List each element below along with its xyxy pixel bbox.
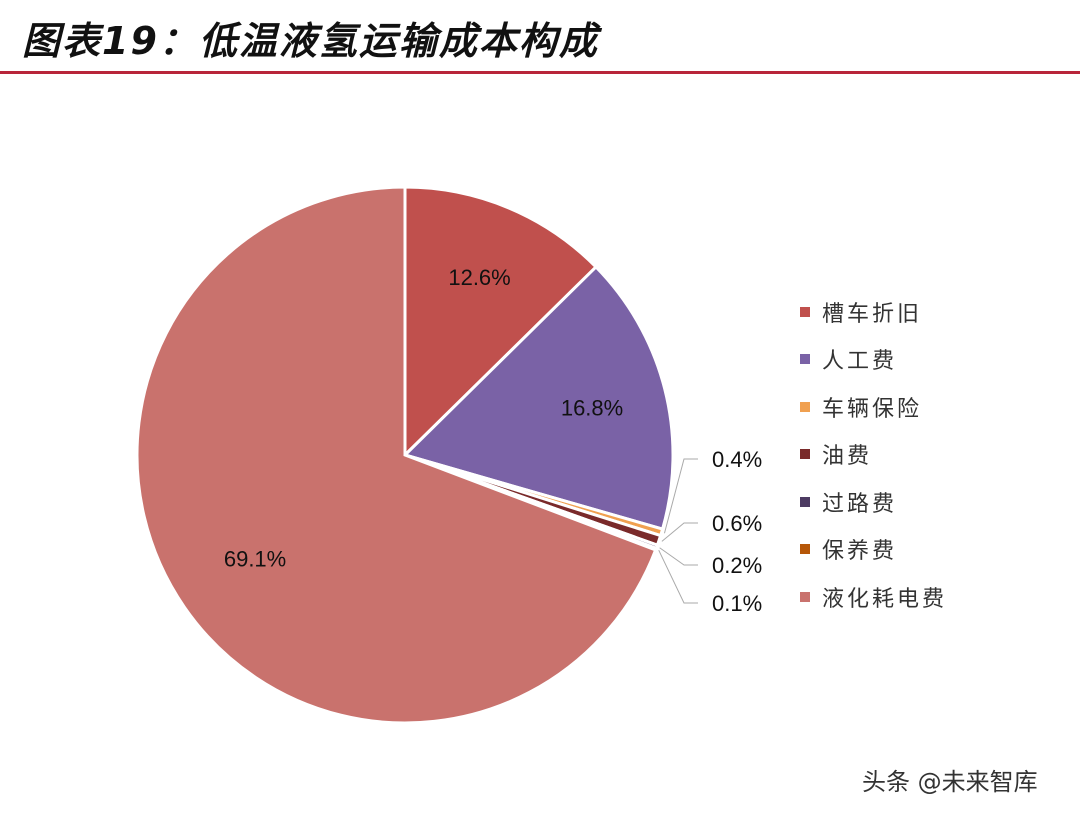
legend-label: 过路费 — [822, 491, 898, 517]
pie-slice-7 — [135, 185, 658, 725]
legend-label: 人工费 — [822, 349, 898, 375]
leader-line — [661, 522, 698, 542]
leader-line — [658, 549, 698, 604]
legend-label: 车辆保险 — [822, 396, 923, 422]
legend-swatch — [800, 449, 810, 460]
data-label: 0.4% — [712, 447, 762, 472]
legend-item: 人工费 — [800, 336, 947, 384]
data-label: 0.1% — [712, 591, 762, 616]
data-label: 69.1% — [224, 547, 286, 572]
legend-item: 保养费 — [800, 526, 947, 574]
legend-item: 车辆保险 — [800, 383, 947, 431]
pie-slice-1 — [403, 185, 599, 459]
legend-item: 油费 — [800, 431, 947, 479]
data-label: 0.6% — [712, 511, 762, 536]
legend-item: 过路费 — [800, 478, 947, 526]
pie-slice-2 — [402, 264, 675, 531]
legend-item: 槽车折旧 — [800, 288, 947, 336]
legend-label: 油费 — [822, 444, 873, 470]
watermark: 头条 @未来智库 — [862, 768, 1038, 796]
legend-label: 保养费 — [822, 539, 898, 565]
chart-title: 图表19：低温液氢运输成本构成 — [22, 19, 599, 63]
legend: 槽车折旧人工费车辆保险油费过路费保养费液化耗电费 — [800, 288, 947, 621]
leader-line — [659, 547, 698, 566]
data-label: 0.2% — [712, 553, 762, 578]
legend-swatch — [800, 354, 810, 365]
leader-line — [663, 458, 698, 534]
legend-swatch — [800, 496, 810, 507]
legend-label: 液化耗电费 — [822, 586, 948, 612]
legend-swatch — [800, 401, 810, 412]
legend-label: 槽车折旧 — [822, 301, 923, 327]
data-label: 12.6% — [448, 265, 510, 290]
legend-item: 液化耗电费 — [800, 573, 947, 621]
legend-swatch — [800, 306, 810, 317]
legend-swatch — [800, 591, 810, 602]
title-divider — [0, 71, 1080, 74]
legend-swatch — [800, 544, 810, 555]
data-label: 16.8% — [561, 396, 623, 421]
